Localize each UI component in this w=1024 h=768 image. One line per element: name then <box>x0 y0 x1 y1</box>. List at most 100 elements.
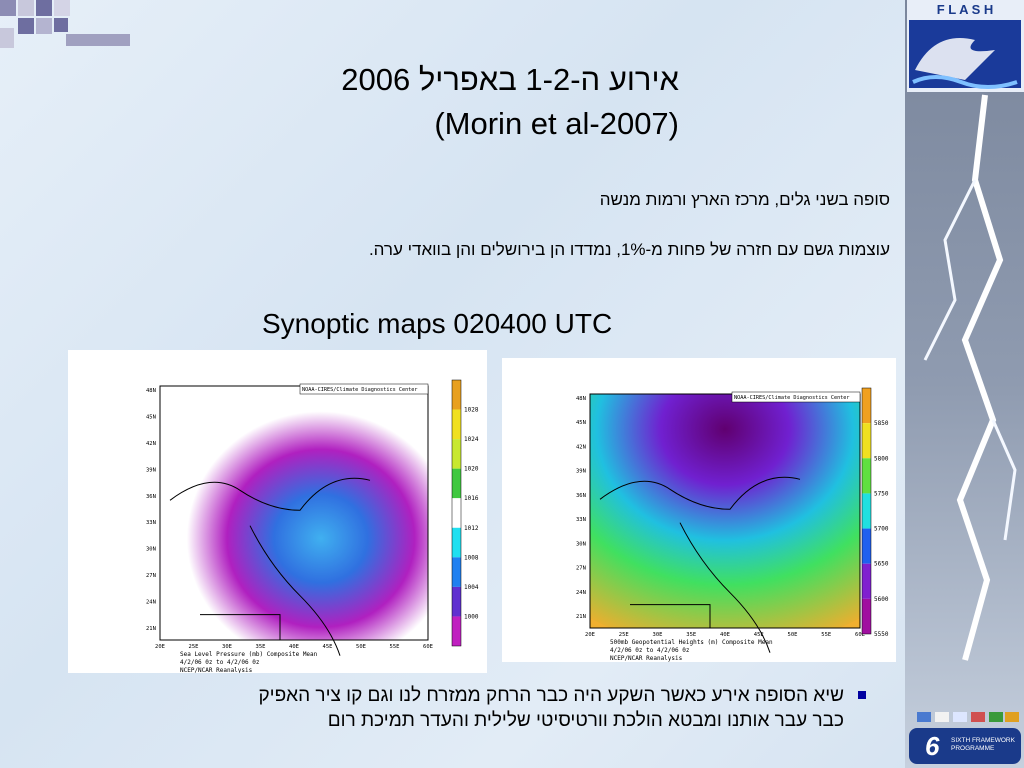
colorbar-segment <box>452 439 461 469</box>
lat-label: 48N <box>576 396 586 402</box>
colorbar-label: 5800 <box>874 455 889 462</box>
paragraph: סופה בשני גלים, מרכז הארץ ורמות מנשה <box>599 190 890 209</box>
lat-label: 42N <box>576 444 586 450</box>
title-line: אירוע ה-1-2 באפריל 2006 <box>341 62 679 97</box>
logo-wave <box>912 75 1018 89</box>
logo-text: F L A S H <box>937 2 994 17</box>
lat-label: 39N <box>576 469 586 475</box>
lightning-branch <box>991 419 1017 541</box>
colorbar-frame <box>861 387 872 635</box>
map-frame <box>589 393 861 629</box>
lightning-branch <box>923 179 977 361</box>
colorbar-segment <box>862 388 871 424</box>
map: NOAA-CIRES/Climate Diagnostics Center 48N… <box>146 379 479 674</box>
map-figure: NOAA-CIRES/Climate Diagnostics Center 48N… <box>502 358 896 662</box>
deco-square <box>36 18 52 34</box>
coastline <box>599 476 801 653</box>
map-header: NOAA-CIRES/Climate Diagnostics Center <box>734 395 850 401</box>
map-field <box>590 394 860 628</box>
strip-bg <box>905 0 1024 768</box>
lat-label: 21N <box>146 626 156 632</box>
logo-shape <box>915 38 995 80</box>
lat-label: 45N <box>576 420 586 426</box>
program-text: PROGRAMME <box>951 745 995 752</box>
colorbar-label: 5700 <box>874 526 889 533</box>
colorbar-label: 5750 <box>874 490 889 497</box>
lat-label: 42N <box>146 441 156 447</box>
colorbar-segment <box>452 527 461 558</box>
lon-label: 20E <box>585 632 595 638</box>
lon-label: 35E <box>256 644 266 650</box>
title: אירוע ה-1-2 באפריל 2006 (Morin et al-200… <box>341 58 679 146</box>
colorbar-segment <box>452 409 461 440</box>
lon-label: 40E <box>289 644 299 650</box>
lon-label: 30E <box>222 644 232 650</box>
lon-label: 45E <box>323 644 333 650</box>
title-line: (Morin et al-2007) <box>434 106 679 141</box>
deco-square <box>0 0 16 16</box>
side-strip: F L A S H 6 SIXTH FRAMEWORK PROGRAMME <box>905 0 1024 768</box>
header-box <box>731 391 861 403</box>
colorbar-segment <box>862 458 871 494</box>
flag <box>917 712 931 722</box>
lat-label: 48N <box>146 388 156 394</box>
colorbar-label: 1024 <box>464 436 479 443</box>
lat-label: 24N <box>146 600 156 606</box>
lat-label: 39N <box>146 467 156 473</box>
lat-label: 36N <box>576 493 586 499</box>
map-caption: NCEP/NCAR Reanalysis <box>610 655 683 662</box>
lon-label: 30E <box>653 632 663 638</box>
colorbar-segment <box>452 586 461 617</box>
colorbar-segment <box>862 423 871 459</box>
lon-label: 60E <box>855 632 865 638</box>
colorbar-label: 1016 <box>464 495 479 502</box>
map-figure: NOAA-CIRES/Climate Diagnostics Center 48N… <box>68 350 487 674</box>
deco-square <box>54 18 68 32</box>
lon-label: 55E <box>821 632 831 638</box>
lightning <box>956 94 1004 661</box>
map: NOAA-CIRES/Climate Diagnostics Center 48N… <box>576 387 889 662</box>
map-caption: 4/2/06 0z to 4/2/06 0z <box>180 659 260 666</box>
lon-label: 35E <box>686 632 696 638</box>
colorbar-label: 1008 <box>464 554 479 561</box>
deco-square <box>0 28 14 48</box>
program-mark: 6 <box>925 731 940 761</box>
lon-label: 50E <box>788 632 798 638</box>
flag <box>1005 712 1019 722</box>
colorbar-segment <box>862 528 871 564</box>
colorbar-label: 1000 <box>464 613 479 620</box>
colorbar-segment <box>862 563 871 599</box>
colorbar-segment <box>452 557 461 587</box>
lat-label: 21N <box>576 614 586 620</box>
header-box <box>299 383 429 395</box>
colorbar-segment <box>452 498 461 528</box>
colorbar-segment <box>452 616 461 646</box>
colorbar-segment <box>862 598 871 634</box>
deco-square <box>36 0 52 16</box>
deco-square <box>18 18 34 34</box>
lat-label: 30N <box>146 547 156 553</box>
map-field <box>160 386 428 640</box>
colorbar-label: 5550 <box>874 631 889 638</box>
flag <box>935 712 949 722</box>
deco-bar <box>66 34 130 46</box>
colorbar-segment <box>862 493 871 529</box>
lon-label: 60E <box>423 644 433 650</box>
flags <box>917 712 1019 722</box>
map-caption: 500mb Geopotential Heights (m) Composite… <box>610 639 773 646</box>
colorbar-label: 1004 <box>464 584 479 591</box>
lat-label: 33N <box>576 517 586 523</box>
map-caption: NCEP/NCAR Reanalysis <box>180 667 253 673</box>
lat-label: 36N <box>146 494 156 500</box>
map-caption: 4/2/06 0z to 4/2/06 0z <box>610 647 690 654</box>
map-header: NOAA-CIRES/Climate Diagnostics Center <box>302 387 418 393</box>
lat-label: 27N <box>146 573 156 579</box>
lat-label: 45N <box>146 414 156 420</box>
flag <box>989 712 1003 722</box>
colorbar-frame <box>451 379 462 647</box>
program-logo <box>909 728 1021 764</box>
colorbar-label: 1028 <box>464 407 479 414</box>
lon-label: 50E <box>356 644 366 650</box>
